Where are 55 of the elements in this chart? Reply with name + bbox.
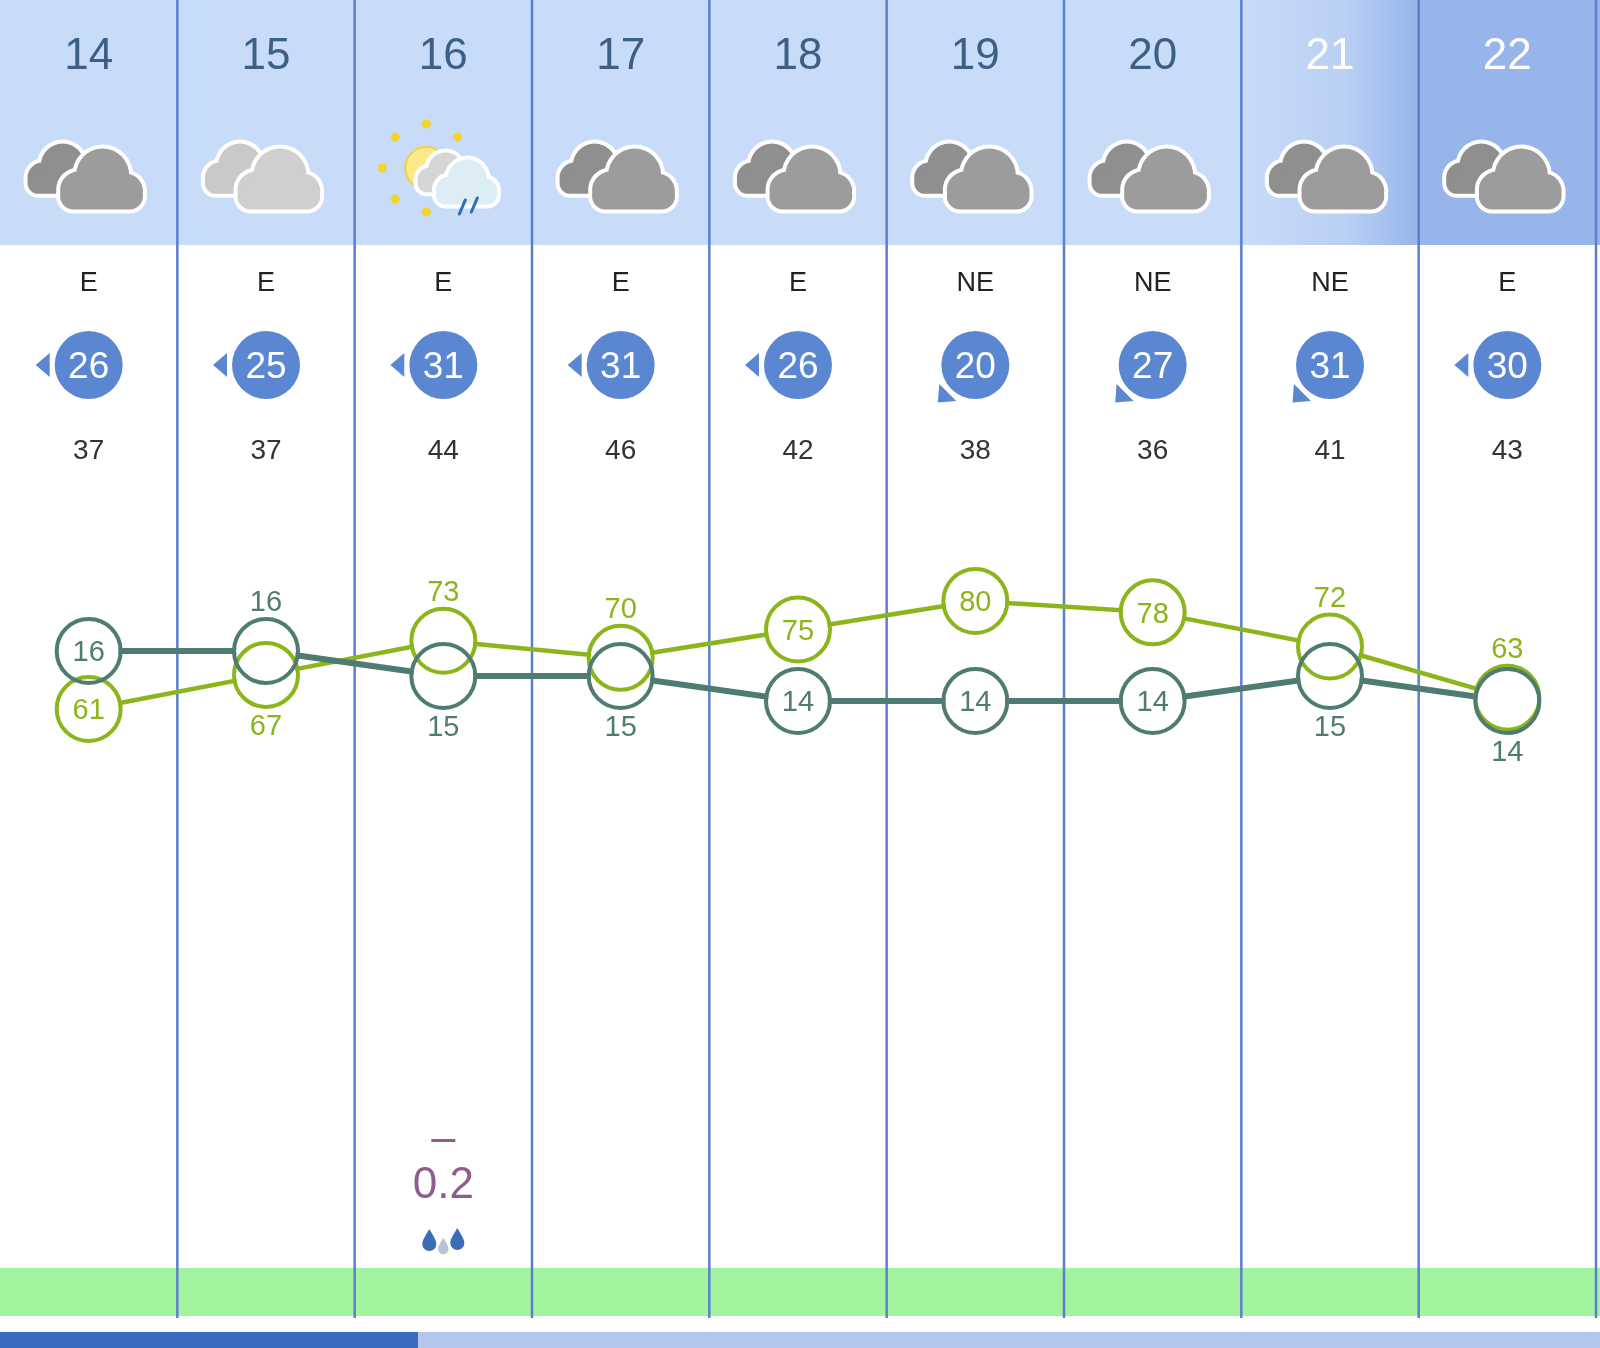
x-tick-label: 16 [418, 28, 468, 78]
data-label: 63 [1491, 632, 1524, 665]
data-label: 16 [249, 585, 283, 618]
text: 37 [250, 434, 282, 466]
text: 37 [73, 434, 105, 466]
text: E [1498, 266, 1517, 297]
text: 25 [245, 345, 287, 387]
data-label: 78 [1136, 596, 1169, 629]
x-tick-label: 17 [596, 28, 646, 78]
text: 44 [427, 434, 459, 466]
text: 26 [68, 345, 110, 387]
data-label: 16 [72, 635, 105, 668]
text: NE [956, 266, 995, 297]
text: 31 [422, 345, 464, 387]
text: 26 [777, 345, 819, 387]
text: 20 [954, 345, 996, 387]
text: 36 [1137, 434, 1169, 466]
data-label: 15 [427, 710, 460, 743]
text: E [79, 266, 98, 297]
data-label: 80 [959, 585, 992, 618]
text: 42 [782, 434, 814, 466]
x-tick-label: 22 [1482, 28, 1532, 78]
text: NE [1133, 266, 1172, 297]
x-tick-label: 19 [950, 28, 1000, 78]
x-tick-label: 18 [773, 28, 823, 78]
data-label: 73 [427, 575, 460, 608]
data-label: 15 [1313, 710, 1347, 743]
data-label: 14 [1491, 735, 1524, 768]
x-tick-label: 15 [241, 28, 291, 78]
text: 41 [1314, 434, 1346, 466]
text: 31 [1309, 345, 1351, 387]
data-label: 14 [959, 685, 992, 718]
data-label: 75 [781, 613, 815, 646]
text: 43 [1491, 434, 1523, 466]
text: 38 [959, 434, 991, 466]
data-label: 14 [781, 685, 815, 718]
text: 31 [600, 345, 642, 387]
data-label: 14 [1136, 685, 1169, 718]
text: 0.2 [412, 1157, 474, 1207]
text: E [788, 266, 808, 297]
text: 27 [1132, 345, 1174, 387]
text: NE [1311, 266, 1349, 297]
text: 30 [1486, 345, 1528, 387]
data-label: 70 [604, 592, 637, 625]
data-label: 61 [72, 693, 105, 726]
x-tick-label: 21 [1305, 28, 1355, 78]
text: E [256, 266, 276, 297]
text: 46 [605, 434, 637, 466]
x-tick-label: 20 [1128, 28, 1178, 78]
data-label: 15 [604, 710, 637, 743]
x-tick-label: 14 [64, 28, 114, 78]
data-label: 67 [249, 709, 283, 742]
data-label: 72 [1313, 580, 1347, 613]
text: E [434, 266, 453, 297]
text: E [611, 266, 630, 297]
